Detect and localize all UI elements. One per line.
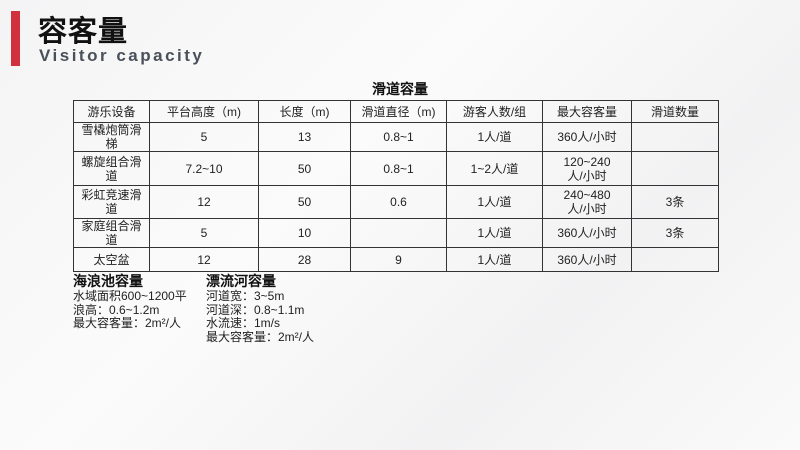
table-cell (350, 218, 447, 248)
table-header-row: 游乐设备 平台高度（m) 长度（m) 滑道直径（m) 游客人数/组 最大容客量 滑道数量 (73, 100, 719, 123)
wave-pool-section: 海浪池容量 水域面积600~1200平 浪高：0.6~1.2m 最大容客量：2m… (73, 272, 187, 331)
table-cell: 1~2人/道 (446, 151, 543, 186)
table-cell: 50 (258, 151, 351, 186)
column-header: 平台高度（m) (149, 100, 259, 123)
table-cell: 雪橇炮筒滑梯 (73, 122, 150, 152)
table-cell: 5 (149, 218, 259, 248)
table-cell: 1人/道 (446, 185, 543, 219)
table-cell (631, 247, 719, 272)
wave-pool-line: 最大容客量：2m²/人 (73, 316, 182, 330)
table-row: 家庭组合滑道 5 10 1人/道 360人/小时 3条 (73, 218, 719, 248)
table-cell: 120~240人/小时 (542, 151, 632, 186)
table-row: 彩虹竞速滑道 12 50 0.6 1人/道 240~480人/小时 3条 (73, 185, 719, 219)
table-cell: 1人/道 (446, 247, 543, 272)
column-header: 游客人数/组 (446, 100, 543, 123)
column-header: 滑道数量 (631, 100, 719, 123)
table-cell: 7.2~10 (149, 151, 259, 186)
lazy-river-line: 河道宽：3~5m (206, 289, 285, 303)
table-cell: 13 (258, 122, 351, 152)
table-cell: 0.6 (350, 185, 447, 219)
table-cell: 家庭组合滑道 (73, 218, 150, 248)
page-subtitle: Visitor capacity (39, 46, 205, 65)
wave-pool-title: 海浪池容量 (73, 273, 143, 289)
column-header: 滑道直径（m) (350, 100, 447, 123)
table-cell: 0.8~1 (350, 122, 447, 152)
table-cell: 1人/道 (446, 218, 543, 248)
slide-capacity-table: 游乐设备 平台高度（m) 长度（m) 滑道直径（m) 游客人数/组 最大容客量 滑道数量 雪橇… (73, 100, 719, 272)
table-cell: 1人/道 (446, 122, 543, 152)
table-cell: 5 (149, 122, 259, 152)
lazy-river-section: 漂流河容量 河道宽：3~5m 河道深：0.8~1.1m 水流速：1m/s 最大容… (206, 272, 314, 344)
table-cell: 360人/小时 (542, 122, 632, 152)
table-row: 太空盆 12 28 9 1人/道 360人/小时 (73, 247, 719, 272)
table-cell: 螺旋组合滑道 (73, 151, 150, 186)
wave-pool-line: 浪高：0.6~1.2m (73, 302, 160, 317)
table-title: 滑道容量 (372, 82, 428, 98)
table-cell: 太空盆 (73, 247, 150, 272)
lazy-river-line: 河道深：0.8~1.1m (206, 302, 305, 317)
table-row: 螺旋组合滑道 7.2~10 50 0.8~1 1~2人/道 120~240人/小时 (73, 151, 719, 186)
table-cell: 360人/小时 (542, 218, 632, 248)
table-row: 雪橇炮筒滑梯 5 13 0.8~1 1人/道 360人/小时 (73, 122, 719, 152)
table-cell: 0.8~1 (350, 151, 447, 186)
table-cell: 10 (258, 218, 351, 248)
lazy-river-line: 水流速：1m/s (206, 316, 281, 330)
table-cell (631, 122, 719, 152)
table-cell: 3条 (631, 185, 719, 219)
page-title: 容客量 (38, 14, 129, 48)
table-cell: 28 (258, 247, 351, 272)
lazy-river-line: 最大容客量：2m²/人 (206, 329, 315, 344)
column-header: 最大容客量 (542, 100, 632, 123)
table-cell (631, 151, 719, 186)
column-header: 长度（m) (258, 100, 351, 123)
table-cell: 3条 (631, 218, 719, 248)
table-cell: 9 (350, 247, 447, 272)
column-header: 游乐设备 (73, 100, 150, 123)
table-cell: 彩虹竞速滑道 (73, 185, 150, 219)
table-cell: 12 (149, 185, 259, 219)
accent-bar (11, 11, 20, 66)
wave-pool-line: 水域面积600~1200平 (73, 289, 187, 303)
table-cell: 50 (258, 185, 351, 219)
table-cell: 12 (149, 247, 259, 272)
table-cell: 240~480人/小时 (542, 185, 632, 219)
lazy-river-title: 漂流河容量 (206, 273, 276, 289)
table-cell: 360人/小时 (542, 247, 632, 272)
